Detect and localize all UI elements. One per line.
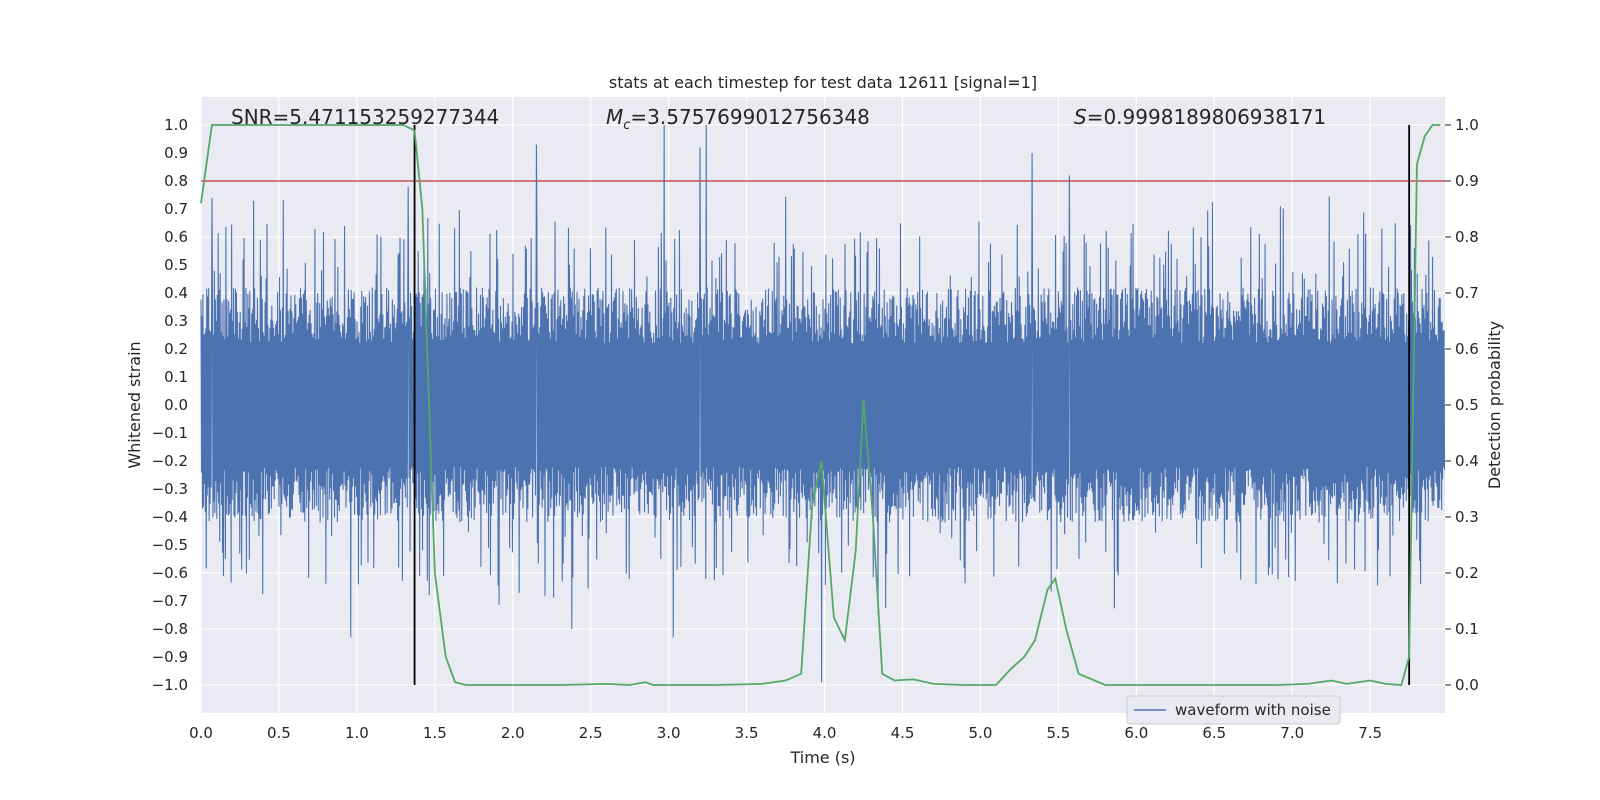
x-tick-label: 6.5 bbox=[1202, 724, 1226, 742]
y-left-tick-label: −0.4 bbox=[152, 508, 188, 526]
vertical-marker-lines bbox=[413, 125, 1411, 685]
x-tick-labels: 0.0 0.5 1.0 1.5 2.0 2.5 3.0 3.5 4.0 4.5 5.0 5.5 6.0 6… bbox=[189, 724, 1382, 742]
x-tick-label: 7.0 bbox=[1280, 724, 1304, 742]
y-right-tick-label: 0.2 bbox=[1455, 564, 1479, 582]
y-right-tick-label: 0.9 bbox=[1455, 172, 1479, 190]
y-left-tick-label: 0.7 bbox=[164, 200, 188, 218]
chirp-mass-annotation: Mc=3.5757699012756348 bbox=[606, 105, 870, 133]
y-left-tick-labels: 1.0 0.9 0.8 0.7 0.6 0.5 0.4 0.3 0.2 0.1 0.0 −0.1 −0.… bbox=[152, 116, 188, 694]
s-symbol: S bbox=[1074, 105, 1087, 129]
legend: waveform with noise bbox=[1126, 695, 1341, 725]
x-tick-label: 4.5 bbox=[891, 724, 915, 742]
waveform-series bbox=[200, 124, 1446, 683]
x-tick-label: 2.5 bbox=[579, 724, 603, 742]
y-left-tick-label: −0.2 bbox=[152, 452, 188, 470]
y-left-tick-label: −0.8 bbox=[152, 620, 188, 638]
s-statistic-annotation: S=0.9998189806938171 bbox=[1074, 105, 1326, 129]
chart-title: stats at each timestep for test data 126… bbox=[609, 73, 1037, 92]
y-right-tick-label: 0.7 bbox=[1455, 284, 1479, 302]
y-right-axis-label: Detection probability bbox=[1485, 321, 1504, 489]
y-left-tick-label: −0.1 bbox=[152, 424, 188, 442]
y-left-axis-label: Whitened strain bbox=[125, 341, 144, 468]
x-tick-label: 5.5 bbox=[1046, 724, 1070, 742]
y-right-tick-label: 0.0 bbox=[1455, 676, 1479, 694]
legend-box bbox=[1126, 695, 1341, 725]
y-right-tick-label: 0.3 bbox=[1455, 508, 1479, 526]
x-tick-label: 7.5 bbox=[1358, 724, 1382, 742]
x-tick-label: 0.5 bbox=[267, 724, 291, 742]
y-left-tick-label: 0.4 bbox=[164, 284, 188, 302]
y-left-tick-label: 0.0 bbox=[164, 396, 188, 414]
y-right-tick-label: 0.4 bbox=[1455, 452, 1479, 470]
waveform-line bbox=[200, 124, 1446, 683]
y-right-tick-label: 0.8 bbox=[1455, 228, 1479, 246]
y-left-tick-label: 0.3 bbox=[164, 312, 188, 330]
y-right-tick-label: 0.5 bbox=[1455, 396, 1479, 414]
y-right-tick-label: 1.0 bbox=[1455, 116, 1479, 134]
x-tick-label: 3.5 bbox=[735, 724, 759, 742]
y-left-tick-label: 0.6 bbox=[164, 228, 188, 246]
y-left-tick-label: −1.0 bbox=[152, 676, 188, 694]
chirp-mass-value: =3.5757699012756348 bbox=[630, 105, 869, 129]
y-left-tick-label: 0.9 bbox=[164, 144, 188, 162]
x-tick-label: 2.0 bbox=[501, 724, 525, 742]
y-left-tick-label: 1.0 bbox=[164, 116, 188, 134]
x-tick-label: 6.0 bbox=[1124, 724, 1148, 742]
y-left-tick-label: −0.5 bbox=[152, 536, 188, 554]
detection-probability-series bbox=[200, 124, 1441, 686]
y-left-tick-label: 0.2 bbox=[164, 340, 188, 358]
s-value: =0.9998189806938171 bbox=[1087, 105, 1326, 129]
y-left-tick-label: −0.3 bbox=[152, 480, 188, 498]
x-tick-label: 1.0 bbox=[345, 724, 369, 742]
y-left-tick-label: −0.6 bbox=[152, 564, 188, 582]
y-left-tick-label: 0.5 bbox=[164, 256, 188, 274]
legend-entry-waveform: waveform with noise bbox=[1175, 701, 1331, 719]
x-tick-label: 4.0 bbox=[813, 724, 837, 742]
detection-probability-line bbox=[200, 124, 1441, 686]
x-tick-label: 5.0 bbox=[969, 724, 993, 742]
chirp-mass-symbol: M bbox=[606, 105, 623, 129]
y-left-tick-label: −0.9 bbox=[152, 648, 188, 666]
y-left-tick-label: 0.8 bbox=[164, 172, 188, 190]
y-left-tick-label: 0.1 bbox=[164, 368, 188, 386]
x-axis-label: Time (s) bbox=[789, 748, 855, 767]
x-tick-label: 0.0 bbox=[189, 724, 213, 742]
x-tick-label: 3.0 bbox=[657, 724, 681, 742]
y-right-tick-labels: 1.0 0.9 0.8 0.7 0.6 0.5 0.4 0.3 0.2 0.1 0.0 bbox=[1445, 116, 1479, 694]
x-tick-label: 1.5 bbox=[423, 724, 447, 742]
snr-annotation: SNR=5.471153259277344 bbox=[231, 105, 499, 129]
chirp-mass-subscript: c bbox=[623, 118, 630, 133]
y-right-tick-label: 0.6 bbox=[1455, 340, 1479, 358]
y-left-tick-label: −0.7 bbox=[152, 592, 188, 610]
y-right-tick-label: 0.1 bbox=[1455, 620, 1479, 638]
